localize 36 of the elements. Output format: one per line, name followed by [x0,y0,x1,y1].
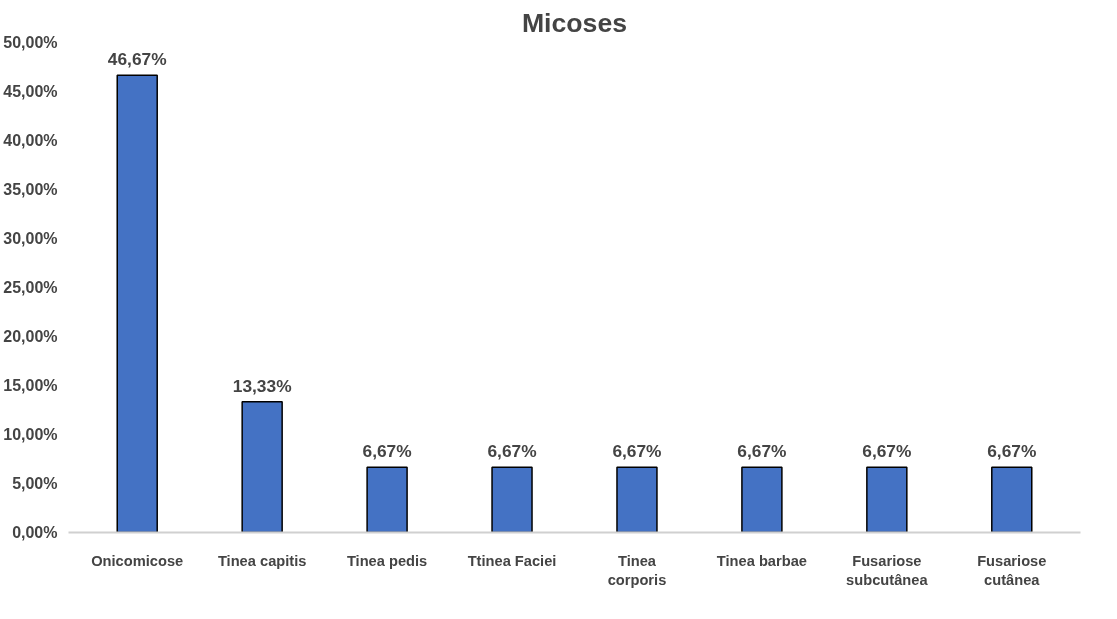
y-tick-label: 45,00% [3,83,58,100]
bar [366,466,408,533]
data-label: 6,67% [612,441,662,462]
y-tick-label: 0,00% [12,524,58,541]
x-tick-label: Ttinea Faciei [467,552,557,569]
data-label: 6,67% [487,441,537,462]
y-tick-label: 40,00% [3,132,58,149]
data-label: 6,67% [862,441,912,462]
data-label: 46,67% [107,49,167,70]
bar [991,466,1033,533]
bar [616,466,658,533]
y-tick-label: 15,00% [3,377,58,394]
x-tick-label: Tinea capitis [217,552,307,569]
x-tick-label: Tinea pedis [346,552,428,569]
data-label: 13,33% [232,375,292,396]
x-tick-label: Fusariose cutânea [977,552,1047,588]
bar [116,74,158,533]
x-tick-label: Onicomicose [91,552,184,569]
y-tick-label: 50,00% [3,34,58,51]
x-tick-label: Tinea corporis [607,552,667,588]
bar [741,466,783,533]
bar [491,466,533,533]
data-label: 6,67% [987,441,1037,462]
y-tick-label: 25,00% [3,279,58,296]
chart-title: Micoses [521,7,628,38]
y-tick-label: 30,00% [3,230,58,247]
y-tick-label: 20,00% [3,328,58,345]
y-tick-label: 10,00% [3,426,58,443]
x-tick-label: Fusariose subcutânea [846,552,929,588]
data-label: 6,67% [737,441,787,462]
y-tick-label: 35,00% [3,181,58,198]
x-tick-label: Tinea barbae [716,552,807,569]
bar [241,401,283,533]
bar [866,466,908,533]
data-label: 6,67% [362,441,412,462]
y-tick-label: 5,00% [12,475,58,492]
